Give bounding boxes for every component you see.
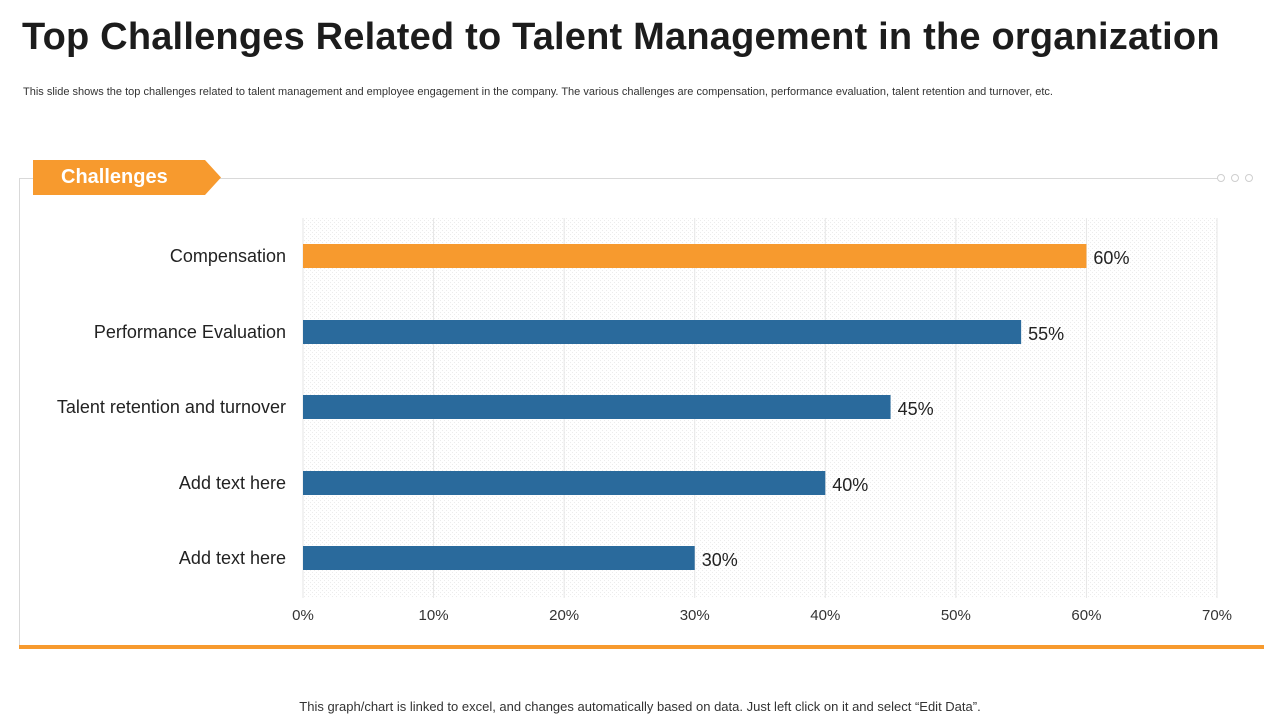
page-subtitle: This slide shows the top challenges rela…	[23, 86, 1053, 98]
bar[interactable]	[303, 471, 826, 495]
category-label: Compensation	[170, 246, 286, 266]
category-label: Talent retention and turnover	[57, 397, 286, 417]
x-tick-label: 10%	[419, 607, 449, 624]
challenges-tag: Challenges	[33, 160, 221, 195]
data-label: 55%	[1028, 324, 1064, 344]
category-label: Performance Evaluation	[94, 322, 286, 342]
x-tick-label: 40%	[810, 607, 840, 624]
dot-icon	[1217, 174, 1225, 182]
panel-bottom-accent-bar	[19, 645, 1264, 649]
bar[interactable]	[303, 320, 1022, 344]
panel-left-border	[19, 178, 20, 647]
category-label: Add text here	[179, 473, 286, 493]
x-tick-label: 50%	[941, 607, 971, 624]
x-tick-label: 70%	[1202, 607, 1232, 624]
panel-top-border	[20, 178, 1220, 179]
x-tick-label: 20%	[549, 607, 579, 624]
bar[interactable]	[303, 395, 891, 419]
page-title: Top Challenges Related to Talent Managem…	[22, 16, 1220, 58]
footer-note: This graph/chart is linked to excel, and…	[299, 699, 981, 714]
bar[interactable]	[303, 546, 695, 570]
x-tick-label: 60%	[1071, 607, 1101, 624]
data-label: 60%	[1093, 248, 1129, 268]
x-tick-label: 0%	[292, 607, 314, 624]
dot-icon	[1245, 174, 1253, 182]
dot-icon	[1231, 174, 1239, 182]
bar[interactable]	[303, 244, 1087, 268]
data-label: 40%	[832, 475, 868, 495]
data-label: 45%	[898, 399, 934, 419]
category-label: Add text here	[179, 548, 286, 568]
data-label: 30%	[702, 550, 738, 570]
panel-dots-decoration	[1217, 174, 1253, 182]
x-tick-label: 30%	[680, 607, 710, 624]
